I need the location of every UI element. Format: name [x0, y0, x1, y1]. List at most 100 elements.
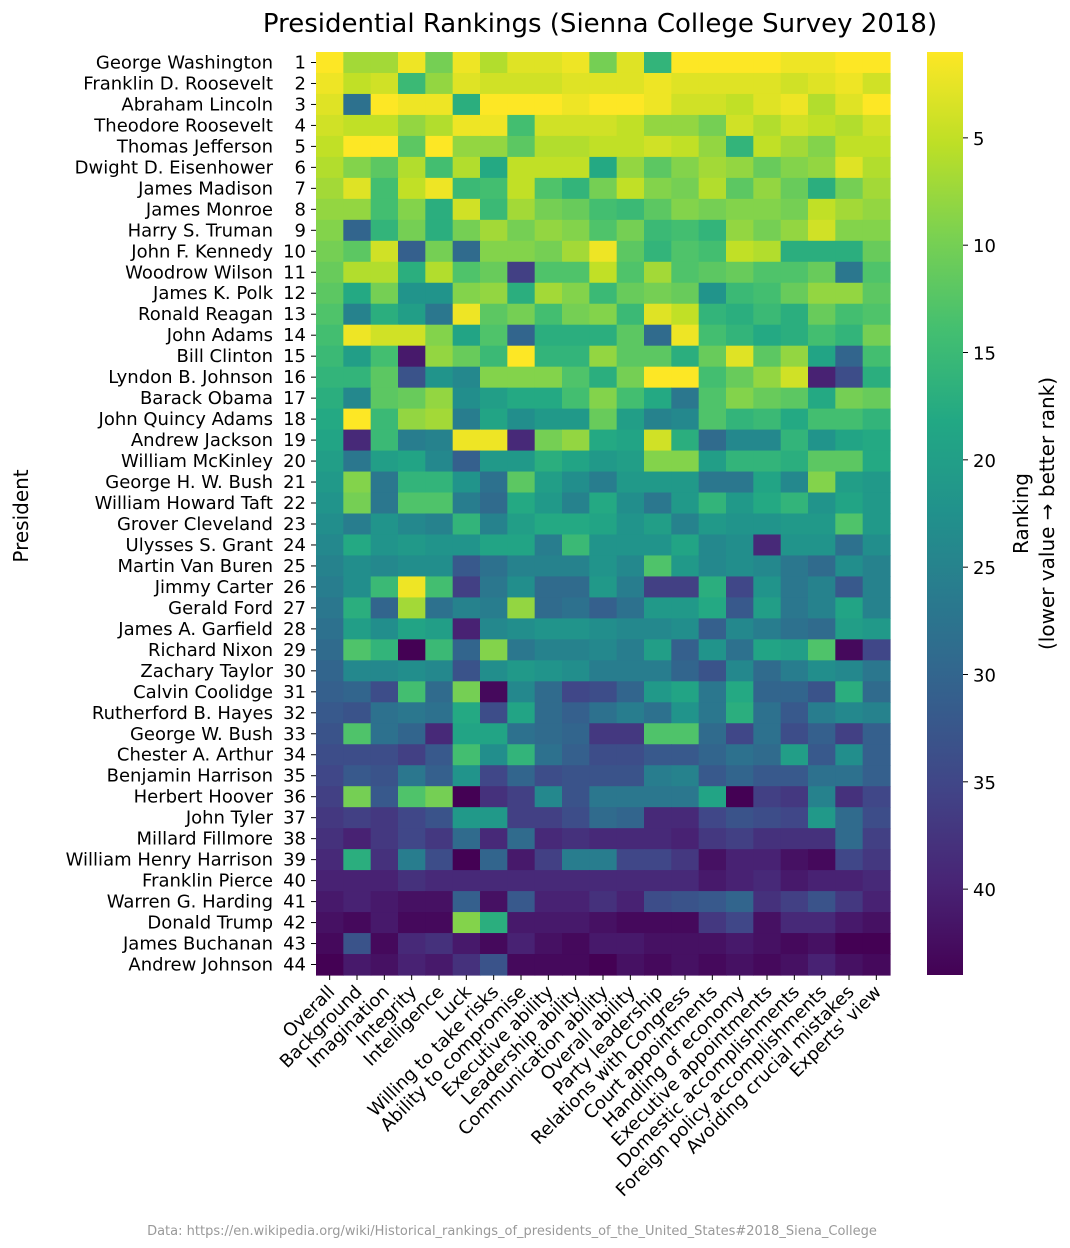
- heatmap-cell: [425, 52, 454, 74]
- row-label-president: Bill Clinton: [176, 346, 273, 367]
- heatmap-cell: [671, 324, 700, 347]
- heatmap-cell: [671, 219, 700, 242]
- heatmap-cell: [780, 492, 809, 515]
- heatmap-cell: [753, 807, 782, 829]
- heatmap-cell: [835, 345, 864, 368]
- heatmap-cell: [343, 324, 372, 347]
- heatmap-cell: [726, 492, 754, 515]
- heatmap-cell: [862, 135, 891, 158]
- heatmap-cell: [370, 912, 399, 934]
- heatmap-cell: [753, 891, 782, 913]
- heatmap-cell: [507, 723, 536, 745]
- row-label-president: Herbert Hoover: [134, 787, 274, 808]
- row-label-rank: 9: [295, 220, 306, 241]
- heatmap-cell: [726, 240, 754, 263]
- heatmap-cell: [808, 52, 836, 74]
- heatmap-cell: [862, 156, 891, 179]
- heatmap-cell: [398, 513, 426, 536]
- heatmap-cell: [534, 366, 563, 389]
- heatmap-cell: [316, 219, 344, 242]
- heatmap-cell: [726, 93, 754, 116]
- heatmap-cell: [589, 660, 618, 682]
- heatmap-cell: [616, 555, 645, 578]
- heatmap-cell: [726, 639, 754, 661]
- heatmap-cell: [398, 114, 426, 137]
- heatmap-cell: [862, 639, 891, 661]
- colorbar-tick-label: 25: [973, 558, 996, 579]
- heatmap-cell: [753, 219, 782, 242]
- heatmap-cell: [534, 72, 563, 95]
- heatmap-cell: [562, 114, 590, 137]
- heatmap-cell: [698, 387, 727, 410]
- heatmap-cell: [698, 345, 727, 368]
- heatmap-cell: [671, 345, 700, 368]
- heatmap-cell: [835, 93, 864, 116]
- heatmap-cell: [507, 786, 536, 808]
- heatmap-cell: [398, 891, 426, 913]
- heatmap-cell: [698, 261, 727, 284]
- heatmap-cell: [589, 849, 618, 871]
- row-label-president: Theodore Roosevelt: [93, 115, 273, 136]
- heatmap-cell: [616, 177, 645, 200]
- row-label-president: William Henry Harrison: [66, 850, 273, 871]
- heatmap-cell: [726, 261, 754, 284]
- heatmap-cell: [316, 618, 344, 640]
- heatmap-cell: [480, 387, 508, 410]
- heatmap-cell: [562, 450, 590, 473]
- heatmap-cell: [726, 660, 754, 682]
- heatmap-cell: [835, 366, 864, 389]
- heatmap-cell: [862, 660, 891, 682]
- heatmap-cell: [862, 555, 891, 578]
- heatmap-cell: [726, 597, 754, 619]
- heatmap-cell: [425, 618, 454, 640]
- heatmap-cell: [616, 933, 645, 955]
- row-label-rank: 15: [283, 346, 306, 367]
- heatmap-cell: [480, 576, 508, 599]
- heatmap-cell: [671, 849, 700, 871]
- heatmap-cell: [835, 618, 864, 640]
- heatmap-cell: [452, 72, 481, 95]
- heatmap-cell: [644, 681, 672, 703]
- heatmap-cell: [862, 492, 891, 515]
- heatmap-cell: [316, 744, 344, 766]
- heatmap-cell: [808, 660, 836, 682]
- heatmap-cell: [589, 282, 618, 305]
- heatmap-cell: [780, 93, 809, 116]
- heatmap-cell: [753, 639, 782, 661]
- heatmap-cell: [644, 114, 672, 137]
- heatmap-cell: [507, 198, 536, 221]
- heatmap-cell: [562, 93, 590, 116]
- heatmap-cell: [780, 849, 809, 871]
- heatmap-cell: [644, 933, 672, 955]
- heatmap-cell: [644, 660, 672, 682]
- heatmap-cell: [671, 240, 700, 263]
- heatmap-cell: [644, 450, 672, 473]
- heatmap-cell: [534, 156, 563, 179]
- heatmap-cell: [534, 198, 563, 221]
- heatmap-cell: [562, 849, 590, 871]
- heatmap-cell: [862, 849, 891, 871]
- heatmap-cell: [726, 828, 754, 850]
- heatmap-cell: [808, 576, 836, 599]
- heatmap-cell: [452, 744, 481, 766]
- heatmap-cell: [726, 807, 754, 829]
- heatmap-cell: [726, 471, 754, 494]
- heatmap-cell: [616, 954, 645, 976]
- heatmap-cell: [343, 597, 372, 619]
- heatmap-cell: [534, 450, 563, 473]
- row-label-president: Franklin D. Roosevelt: [83, 73, 273, 94]
- heatmap-cell: [808, 786, 836, 808]
- heatmap-cell: [862, 891, 891, 913]
- heatmap-cell: [616, 198, 645, 221]
- heatmap-cell: [671, 639, 700, 661]
- heatmap-cell: [808, 324, 836, 347]
- heatmap-cell: [370, 618, 399, 640]
- heatmap-cell: [398, 135, 426, 158]
- heatmap-cell: [425, 597, 454, 619]
- heatmap-cell: [343, 639, 372, 661]
- heatmap-cell: [452, 219, 481, 242]
- heatmap-cell: [835, 114, 864, 137]
- heatmap-cell: [780, 324, 809, 347]
- heatmap-cell: [644, 93, 672, 116]
- heatmap-cell: [562, 282, 590, 305]
